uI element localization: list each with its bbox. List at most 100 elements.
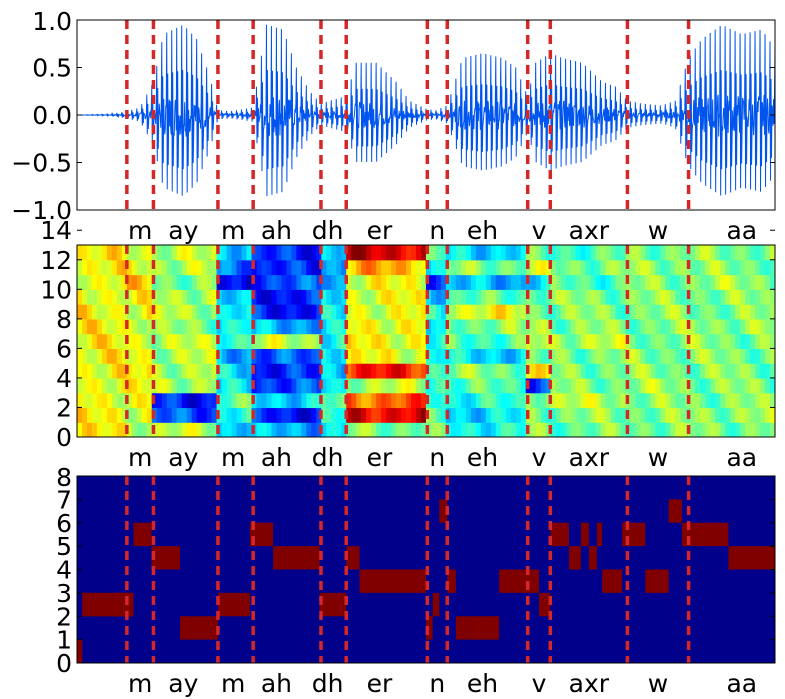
heatmap-cell [575,348,582,364]
heatmap-cell [421,318,427,335]
heatmap-cell [540,289,547,305]
heatmap-cell [675,333,681,349]
heatmap-cell [665,289,671,305]
phoneme-label: ah [261,669,292,698]
heatmap-cell [470,377,477,394]
heatmap-cell [196,422,203,437]
heatmap-cell [406,304,412,320]
heatmap-cell [161,289,168,305]
heatmap-cell [351,245,357,261]
heatmap-cell [715,318,721,335]
heatmap-cell [336,407,342,423]
active-state-block [728,546,775,570]
y-tick-label: 10 [40,275,72,304]
heatmap-cell [331,245,337,261]
heatmap-cell [690,304,696,320]
heatmap-cell [440,333,447,349]
heatmap-cell [191,363,198,379]
heatmap-cell [505,274,512,290]
heatmap-cell [121,289,128,305]
y-tick-label: 6 [56,334,72,363]
heatmap-cell [231,318,238,335]
heatmap-cell [161,348,168,364]
heatmap-cell [141,245,148,261]
heatmap-cell [316,304,322,320]
heatmap-cell [745,274,751,290]
heatmap-cell [615,274,622,290]
heatmap-cell [455,407,462,423]
heatmap-cell [246,363,253,379]
heatmap-cell [111,259,118,276]
heatmap-cell [261,318,268,335]
heatmap-cell [226,407,233,423]
heatmap-cell [186,392,193,409]
heatmap-cell [156,318,163,335]
heatmap-cell [535,304,542,320]
heatmap-cell [366,318,372,335]
heatmap-cell [690,289,696,305]
heatmap-cell [111,377,118,394]
heatmap-cell [91,422,98,437]
heatmap-cell [455,304,462,320]
heatmap-cell [366,348,372,364]
heatmap-cell [610,377,617,394]
heatmap-cell [336,392,342,409]
heatmap-cell [386,407,392,423]
heatmap-cell [675,377,681,394]
heatmap-cell [765,377,771,394]
heatmap-cell [515,304,522,320]
heatmap-cell [480,245,487,261]
heatmap-cell [755,259,761,276]
heatmap-cell [131,407,138,423]
heatmap-cell [740,377,746,394]
heatmap-cell [725,363,731,379]
heatmap-cell [77,259,83,276]
heatmap-cell [540,259,547,276]
heatmap-cell [645,333,651,349]
heatmap-cell [346,377,352,394]
heatmap-cell [570,333,577,349]
heatmap-cell [116,363,123,379]
heatmap-cell [495,348,502,364]
heatmap-cell [590,259,597,276]
heatmap-cell [131,245,138,261]
heatmap-cell [176,333,183,349]
heatmap-cell [276,289,283,305]
heatmap-cell [336,318,342,335]
heatmap-cell [276,274,283,290]
y-tick-label: 4 [56,556,72,585]
heatmap-cell [730,422,736,437]
heatmap-cell [465,377,472,394]
heatmap-cell [111,363,118,379]
heatmap-cell [81,348,88,364]
heatmap-cell [201,274,208,290]
heatmap-cell [241,333,248,349]
heatmap-cell [635,318,641,335]
heatmap-cell [166,422,173,437]
heatmap-cell [291,407,297,423]
heatmap-cell [720,422,726,437]
heatmap-cell [480,363,487,379]
heatmap-cell [366,245,372,261]
heatmap-cell [430,392,437,409]
heatmap-cell [610,304,617,320]
heatmap-cell [440,377,447,394]
heatmap-cell [286,422,292,437]
heatmap-cell [500,304,507,320]
heatmap-cell [121,274,128,290]
heatmap-cell [271,392,278,409]
phoneme-label: aa [726,669,757,698]
heatmap-cell [306,318,312,335]
heatmap-cell [590,348,597,364]
heatmap-cell [670,407,676,423]
heatmap-cell [316,422,322,437]
heatmap-cell [311,274,317,290]
heatmap-cell [281,274,287,290]
heatmap-cell [595,392,602,409]
heatmap-cell [730,333,736,349]
heatmap-cell [540,407,547,423]
heatmap-cell [206,318,213,335]
heatmap-cell [690,363,696,379]
heatmap-cell [116,407,123,423]
heatmap-cell [740,274,746,290]
